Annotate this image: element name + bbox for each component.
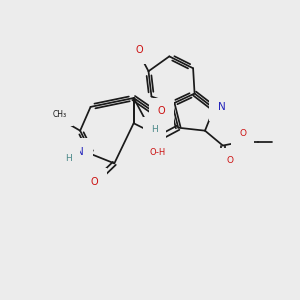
Text: N: N <box>76 147 84 157</box>
Text: N: N <box>218 102 226 112</box>
Text: O: O <box>158 106 165 116</box>
Text: O: O <box>239 129 246 138</box>
Text: CH₃: CH₃ <box>52 110 66 119</box>
Text: H: H <box>65 154 72 164</box>
Text: O: O <box>227 157 234 166</box>
Text: O: O <box>90 177 98 187</box>
Text: H: H <box>151 125 158 134</box>
Text: O-H: O-H <box>149 148 166 158</box>
Text: O: O <box>135 45 143 56</box>
